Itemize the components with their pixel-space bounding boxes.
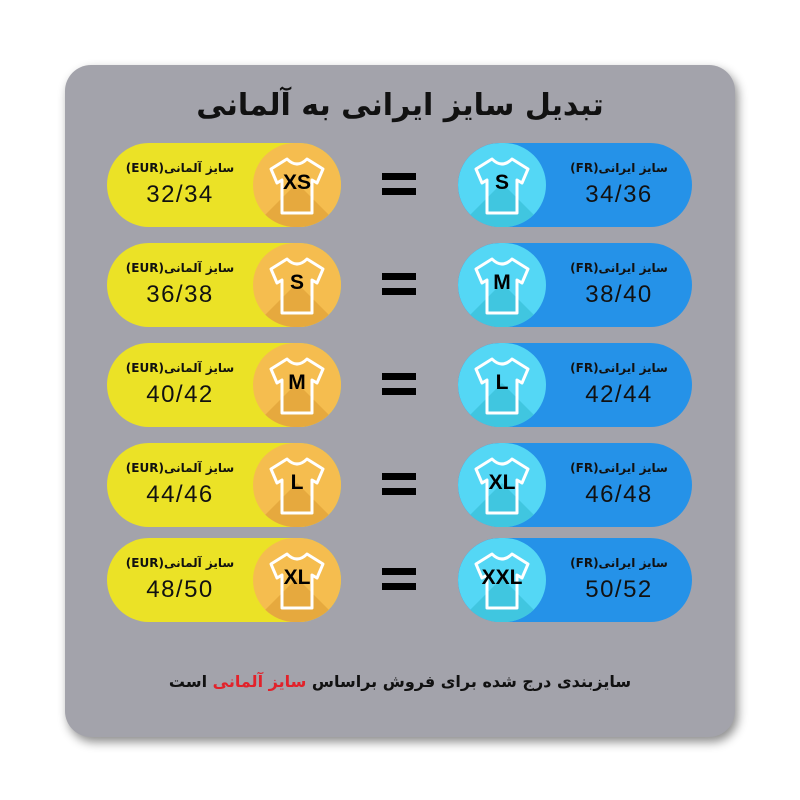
german-text: سایز آلمانی(EUR) 36/38 — [107, 243, 253, 327]
tshirt-icon — [474, 552, 530, 610]
iranian-text: سایز ایرانی(FR) 38/40 — [546, 243, 692, 327]
iranian-size: L — [495, 371, 509, 394]
footer-text-end: است — [168, 672, 213, 691]
german-size-badge: L — [253, 443, 341, 527]
iranian-size-pill: XL سایز ایرانی(FR) 46/48 — [458, 443, 692, 527]
german-size-pill: سایز آلمانی(EUR) 44/46 L — [107, 443, 341, 527]
german-label: سایز آلمانی(EUR) — [125, 461, 235, 475]
iranian-text: سایز ایرانی(FR) 34/36 — [546, 143, 692, 227]
german-size-pill: سایز آلمانی(EUR) 48/50 XL — [107, 538, 341, 622]
iranian-size: M — [493, 271, 511, 294]
german-size-pill: سایز آلمانی(EUR) 32/34 XS — [107, 143, 341, 227]
german-size-badge: XS — [253, 143, 341, 227]
tshirt-icon — [269, 552, 325, 610]
size-row: سایز آلمانی(EUR) 40/42 M L سایز ایرانی(F… — [0, 343, 800, 427]
tshirt-icon — [269, 357, 325, 415]
german-label: سایز آلمانی(EUR) — [125, 261, 235, 275]
tshirt-icon — [474, 257, 530, 315]
german-value: 44/46 — [146, 481, 214, 508]
iranian-value: 46/48 — [585, 481, 653, 508]
german-text: سایز آلمانی(EUR) 32/34 — [107, 143, 253, 227]
iranian-size-pill: S سایز ایرانی(FR) 34/36 — [458, 143, 692, 227]
iranian-value: 38/40 — [585, 281, 653, 308]
iranian-size-badge: XXL — [458, 538, 546, 622]
equals-sign — [382, 173, 416, 197]
equals-sign — [382, 373, 416, 397]
german-value: 32/34 — [146, 181, 214, 208]
tshirt-icon — [474, 457, 530, 515]
tshirt-icon — [269, 157, 325, 215]
german-size: M — [288, 371, 306, 394]
iranian-size-badge: L — [458, 343, 546, 427]
german-size-badge: S — [253, 243, 341, 327]
iranian-size-pill: XXL سایز ایرانی(FR) 50/52 — [458, 538, 692, 622]
equals-sign — [382, 568, 416, 592]
iranian-size-badge: M — [458, 243, 546, 327]
iranian-label: سایز ایرانی(FR) — [570, 161, 668, 175]
footer-highlight: سایز آلمانی — [212, 672, 307, 691]
german-size: L — [290, 471, 304, 494]
iranian-label: سایز ایرانی(FR) — [570, 461, 668, 475]
german-value: 36/38 — [146, 281, 214, 308]
german-size: XL — [283, 566, 311, 589]
iranian-text: سایز ایرانی(FR) 50/52 — [546, 538, 692, 622]
iranian-value: 34/36 — [585, 181, 653, 208]
equals-sign — [382, 473, 416, 497]
iranian-size-badge: S — [458, 143, 546, 227]
german-size-badge: M — [253, 343, 341, 427]
german-size: S — [289, 271, 304, 294]
iranian-label: سایز ایرانی(FR) — [570, 261, 668, 275]
iranian-size-pill: L سایز ایرانی(FR) 42/44 — [458, 343, 692, 427]
size-row: سایز آلمانی(EUR) 32/34 XS S سایز ایرانی(… — [0, 143, 800, 227]
iranian-label: سایز ایرانی(FR) — [570, 556, 668, 570]
german-text: سایز آلمانی(EUR) 40/42 — [107, 343, 253, 427]
german-text: سایز آلمانی(EUR) 44/46 — [107, 443, 253, 527]
tshirt-icon — [269, 257, 325, 315]
iranian-size: S — [494, 171, 509, 194]
footer-note: سایزبندی درج شده برای فروش براساس سایز آ… — [0, 672, 800, 691]
size-row: سایز آلمانی(EUR) 36/38 S M سایز ایرانی(F… — [0, 243, 800, 327]
tshirt-icon — [269, 457, 325, 515]
iranian-text: سایز ایرانی(FR) 42/44 — [546, 343, 692, 427]
tshirt-icon — [474, 357, 530, 415]
german-label: سایز آلمانی(EUR) — [125, 361, 235, 375]
german-size-pill: سایز آلمانی(EUR) 36/38 S — [107, 243, 341, 327]
iranian-value: 42/44 — [585, 381, 653, 408]
german-label: سایز آلمانی(EUR) — [125, 161, 235, 175]
german-label: سایز آلمانی(EUR) — [125, 556, 235, 570]
iranian-label: سایز ایرانی(FR) — [570, 361, 668, 375]
iranian-size-pill: M سایز ایرانی(FR) 38/40 — [458, 243, 692, 327]
iranian-size: XXL — [481, 566, 523, 589]
size-row: سایز آلمانی(EUR) 44/46 L XL سایز ایرانی(… — [0, 443, 800, 527]
tshirt-icon — [474, 157, 530, 215]
equals-sign — [382, 273, 416, 297]
iranian-size: XL — [488, 471, 516, 494]
footer-text: سایزبندی درج شده برای فروش براساس — [306, 672, 632, 691]
german-size-badge: XL — [253, 538, 341, 622]
german-value: 48/50 — [146, 576, 214, 603]
german-size: XS — [282, 171, 311, 194]
german-value: 40/42 — [146, 381, 214, 408]
iranian-value: 50/52 — [585, 576, 653, 603]
german-text: سایز آلمانی(EUR) 48/50 — [107, 538, 253, 622]
iranian-text: سایز ایرانی(FR) 46/48 — [546, 443, 692, 527]
german-size-pill: سایز آلمانی(EUR) 40/42 M — [107, 343, 341, 427]
page-title: تبدیل سایز ایرانی به آلمانی — [196, 88, 604, 123]
size-row: سایز آلمانی(EUR) 48/50 XL XXL سایز ایران… — [0, 538, 800, 622]
iranian-size-badge: XL — [458, 443, 546, 527]
